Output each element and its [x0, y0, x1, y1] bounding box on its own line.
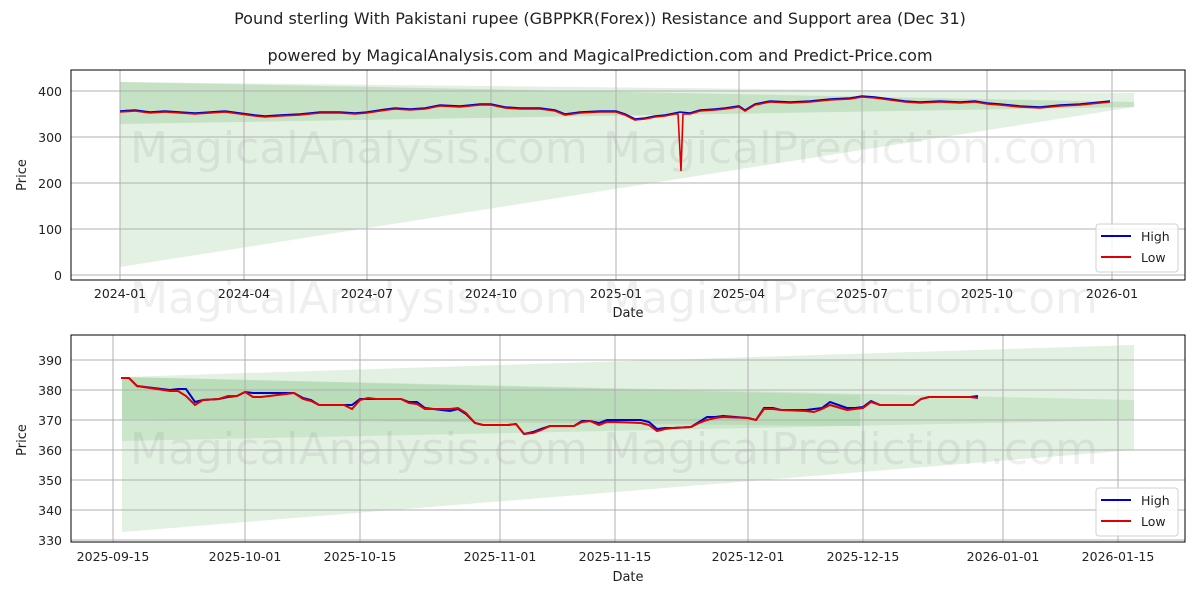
svg-text:2025-12-01: 2025-12-01 [712, 549, 785, 564]
svg-text:2025-04: 2025-04 [713, 286, 765, 301]
svg-text:2025-11-01: 2025-11-01 [464, 549, 537, 564]
top-grid [71, 70, 1185, 280]
svg-text:380: 380 [38, 383, 62, 398]
bottom-resistance-band-inner [122, 377, 860, 426]
bottom-axes-frame [70, 334, 1186, 543]
svg-text:2025-09-15: 2025-09-15 [77, 549, 150, 564]
bottom-low-line [121, 377, 979, 436]
svg-text:2024-04: 2024-04 [218, 286, 270, 301]
legend-low-label: Low [1141, 514, 1166, 529]
svg-text:2026-01-01: 2026-01-01 [967, 549, 1040, 564]
top-axes-frame [70, 69, 1186, 281]
svg-text:100: 100 [38, 222, 62, 237]
legend-low-label: Low [1141, 250, 1166, 265]
svg-text:2025-07: 2025-07 [836, 286, 888, 301]
chart-title: Pound sterling With Pakistani rupee (GBP… [234, 9, 966, 28]
watermark-prediction-1: MagicalPrediction.com [603, 123, 1098, 174]
top-high-line [119, 95, 1111, 120]
svg-text:2026-01: 2026-01 [1086, 286, 1138, 301]
top-resistance-band [120, 82, 1134, 124]
svg-text:390: 390 [38, 353, 62, 368]
svg-text:2025-11-15: 2025-11-15 [579, 549, 652, 564]
top-x-axis-label: Date [612, 306, 643, 321]
top-y-axis-label: Price [15, 159, 30, 191]
svg-text:2024-10: 2024-10 [465, 286, 517, 301]
svg-text:340: 340 [38, 503, 62, 518]
svg-text:2025-10-01: 2025-10-01 [209, 549, 282, 564]
svg-text:370: 370 [38, 413, 62, 428]
svg-text:2025-10-15: 2025-10-15 [324, 549, 397, 564]
legend-high-label: High [1141, 493, 1170, 508]
svg-text:360: 360 [38, 443, 62, 458]
watermark-prediction-2: MagicalPrediction.com [603, 273, 1098, 324]
svg-text:330: 330 [38, 533, 62, 548]
bottom-y-ticks: 390 380 370 360 350 340 330 [38, 353, 62, 548]
bottom-y-axis-label: Price [15, 424, 30, 456]
top-chart: MagicalAnalysis.com MagicalPrediction.co… [15, 69, 1186, 324]
top-y-ticks: 400 300 200 100 0 [38, 84, 62, 283]
svg-text:2024-07: 2024-07 [341, 286, 393, 301]
chart-subtitle: powered by MagicalAnalysis.com and Magic… [267, 46, 933, 65]
bottom-x-ticks: 2025-09-15 2025-10-01 2025-10-15 2025-11… [77, 549, 1155, 564]
bottom-x-axis-label: Date [612, 570, 643, 585]
bottom-chart: MagicalAnalysis.com MagicalPrediction.co… [15, 334, 1186, 585]
svg-text:200: 200 [38, 176, 62, 191]
svg-text:350: 350 [38, 473, 62, 488]
svg-text:300: 300 [38, 130, 62, 145]
watermark-analysis-1: MagicalAnalysis.com [130, 123, 588, 174]
top-x-ticks: 2024-01 2024-04 2024-07 2024-10 2025-01 … [94, 286, 1138, 301]
top-legend: High Low [1095, 223, 1179, 273]
svg-text:2026-01-15: 2026-01-15 [1082, 549, 1155, 564]
legend-high-label: High [1141, 229, 1170, 244]
svg-text:2025-12-15: 2025-12-15 [827, 549, 900, 564]
top-projection-band [120, 82, 1134, 267]
svg-text:0: 0 [54, 268, 62, 283]
watermark-analysis-2: MagicalAnalysis.com [130, 273, 588, 324]
top-low-line [119, 96, 1111, 172]
svg-text:2024-01: 2024-01 [94, 286, 146, 301]
bottom-legend: High Low [1095, 487, 1179, 537]
svg-text:2025-10: 2025-10 [961, 286, 1013, 301]
svg-text:400: 400 [38, 84, 62, 99]
svg-text:2025-01: 2025-01 [590, 286, 642, 301]
